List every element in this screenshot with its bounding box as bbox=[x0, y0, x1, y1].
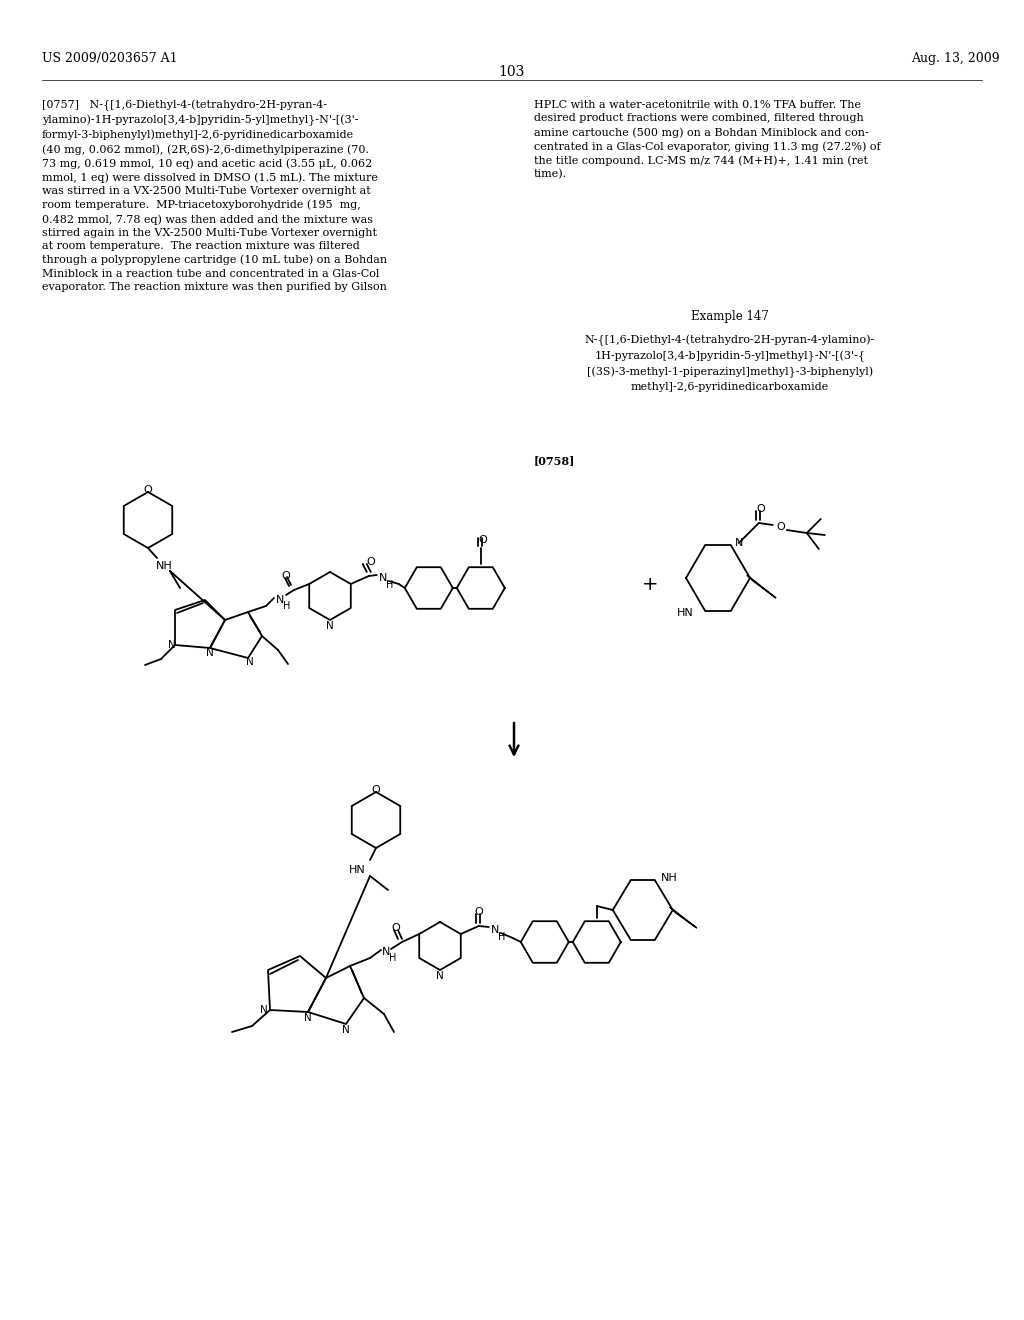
Text: O: O bbox=[474, 907, 483, 917]
Text: H: H bbox=[284, 601, 291, 611]
Text: US 2009/0203657 A1: US 2009/0203657 A1 bbox=[42, 51, 177, 65]
Text: N: N bbox=[246, 657, 254, 667]
Text: N: N bbox=[206, 648, 214, 657]
Text: HN: HN bbox=[677, 609, 693, 618]
Text: N: N bbox=[260, 1005, 268, 1015]
Text: O: O bbox=[776, 521, 785, 532]
Text: NH: NH bbox=[660, 873, 677, 883]
Text: 103: 103 bbox=[499, 65, 525, 79]
Text: O: O bbox=[478, 535, 487, 545]
Text: N: N bbox=[304, 1012, 312, 1023]
Text: H: H bbox=[389, 953, 396, 964]
Text: Aug. 13, 2009: Aug. 13, 2009 bbox=[911, 51, 1000, 65]
Text: O: O bbox=[367, 557, 375, 568]
Text: H: H bbox=[498, 932, 506, 942]
Text: HPLC with a water-acetonitrile with 0.1% TFA buffer. The
desired product fractio: HPLC with a water-acetonitrile with 0.1%… bbox=[534, 100, 881, 180]
Text: [0758]: [0758] bbox=[534, 455, 575, 466]
Text: O: O bbox=[391, 923, 400, 933]
Text: N: N bbox=[275, 595, 285, 605]
Text: N: N bbox=[734, 539, 743, 548]
Text: N: N bbox=[490, 925, 499, 935]
Text: N: N bbox=[382, 946, 390, 957]
Text: N: N bbox=[379, 573, 387, 583]
Text: H: H bbox=[386, 579, 393, 590]
Polygon shape bbox=[670, 907, 696, 928]
Text: +: + bbox=[642, 576, 658, 594]
Text: O: O bbox=[757, 504, 765, 513]
Text: N: N bbox=[342, 1026, 350, 1035]
Text: N-{[1,6-Diethyl-4-(tetrahydro-2H-pyran-4-ylamino)-
1H-pyrazolo[3,4-b]pyridin-5-y: N-{[1,6-Diethyl-4-(tetrahydro-2H-pyran-4… bbox=[585, 335, 876, 392]
Text: N: N bbox=[168, 640, 176, 649]
Text: N: N bbox=[436, 972, 443, 981]
Text: Example 147: Example 147 bbox=[691, 310, 769, 323]
Text: HN: HN bbox=[349, 865, 366, 875]
Text: N: N bbox=[326, 620, 334, 631]
Text: O: O bbox=[143, 484, 153, 495]
Text: [0757]   N-{[1,6-Diethyl-4-(tetrahydro-2H-pyran-4-
ylamino)-1H-pyrazolo[3,4-b]py: [0757] N-{[1,6-Diethyl-4-(tetrahydro-2H-… bbox=[42, 100, 387, 292]
Text: NH: NH bbox=[156, 561, 172, 572]
Polygon shape bbox=[746, 576, 776, 598]
Text: O: O bbox=[282, 572, 291, 581]
Text: O: O bbox=[372, 785, 380, 795]
